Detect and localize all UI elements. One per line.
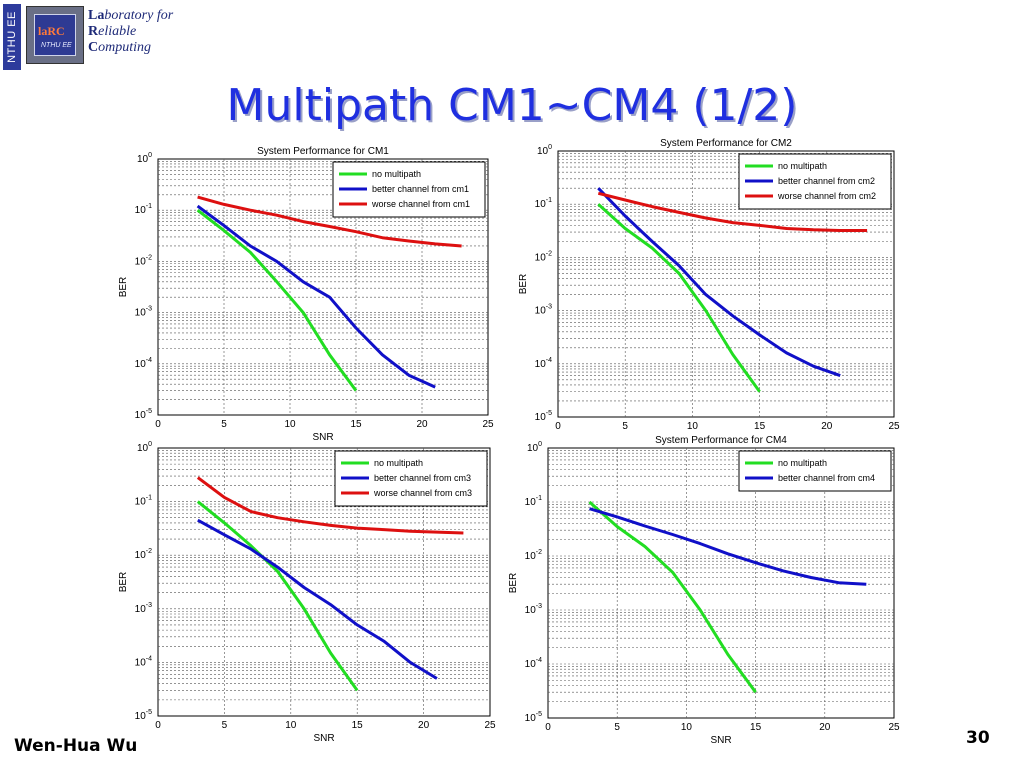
x-axis-label: SNR: [313, 733, 334, 744]
series-line: [597, 187, 841, 378]
series-line: [196, 476, 464, 535]
chart-title: System Performance for CM2: [660, 138, 792, 149]
x-tick-label: 10: [284, 419, 296, 430]
lab-name-line-1: Laboratory for: [88, 8, 174, 23]
x-tick-label: 15: [350, 419, 362, 430]
y-tick-label: 10-3: [135, 306, 152, 319]
logo-chip-subtext: NTHU EE: [41, 42, 72, 49]
legend-label: worse channel from cm2: [777, 191, 876, 201]
side-tab-label: NTHU EE: [6, 11, 18, 63]
series-line: [196, 204, 436, 389]
y-tick-label: 10-4: [135, 357, 152, 370]
legend-label: no multipath: [374, 458, 423, 468]
legend-label: no multipath: [372, 169, 421, 179]
y-tick-label: 10-3: [135, 602, 152, 615]
x-tick-label: 15: [352, 720, 364, 731]
legend-label: worse channel from cm1: [371, 199, 470, 209]
x-tick-label: 20: [819, 722, 831, 733]
legend-label: better channel from cm4: [778, 473, 875, 483]
x-tick-label: 10: [285, 720, 297, 731]
x-axis-label: SNR: [710, 735, 731, 746]
legend-label: no multipath: [778, 458, 827, 468]
legend-label: better channel from cm3: [374, 473, 471, 483]
logo-chip-text: laRC: [38, 24, 65, 38]
y-tick-label: 10-2: [525, 549, 542, 562]
x-tick-label: 20: [416, 419, 428, 430]
larc-logo: laRC NTHU EE: [26, 6, 84, 64]
legend-label: better channel from cm2: [778, 176, 875, 186]
page-number: 30: [966, 728, 990, 748]
x-tick-label: 20: [821, 421, 833, 432]
series-line: [197, 518, 438, 680]
y-tick-label: 100: [137, 441, 152, 454]
x-tick-label: 5: [614, 722, 620, 733]
y-tick-label: 10-1: [135, 203, 152, 216]
x-tick-label: 10: [681, 722, 693, 733]
y-axis-label: BER: [508, 573, 519, 594]
x-tick-label: 25: [482, 419, 494, 430]
legend-label: better channel from cm1: [372, 184, 469, 194]
y-tick-label: 10-2: [535, 250, 552, 263]
x-tick-label: 25: [888, 722, 900, 733]
y-tick-label: 10-1: [535, 197, 552, 210]
x-tick-label: 25: [888, 421, 900, 432]
logo-chip-core: laRC NTHU EE: [34, 14, 76, 56]
nthu-ee-side-tab: NTHU EE: [3, 4, 21, 70]
chart-cm4: 0 5 10 15 20 25 10-5 10-4 10-3 10-2 10-1 100 System …: [508, 435, 900, 746]
chart-title: System Performance for CM4: [655, 435, 787, 446]
x-tick-label: 5: [622, 421, 628, 432]
series-line: [196, 500, 359, 692]
series-line: [589, 507, 867, 586]
lab-name-line-3: Computing: [88, 40, 152, 55]
y-tick-label: 10-2: [135, 254, 152, 267]
x-tick-label: 5: [221, 419, 227, 430]
series-line: [196, 209, 358, 392]
y-tick-label: 10-3: [535, 304, 552, 317]
x-tick-label: 15: [754, 421, 766, 432]
y-tick-label: 10-1: [135, 495, 152, 508]
y-tick-label: 100: [527, 441, 542, 454]
chart-cm1: 0 5 10 15 20 25 10-5 10-4 10-3 10-2 10-1 100 System …: [118, 146, 494, 443]
y-tick-label: 100: [137, 152, 152, 165]
slide-title: Multipath CM1~CM4 (1/2): [226, 80, 798, 131]
y-axis-label: BER: [118, 277, 129, 298]
x-tick-label: 10: [687, 421, 699, 432]
series-line: [197, 195, 462, 248]
x-axis-label: SNR: [312, 432, 333, 443]
author-name: Wen-Hua Wu: [14, 736, 138, 756]
lab-name-line-2: Reliable: [88, 24, 137, 39]
series-line: [597, 191, 868, 232]
chart-title: System Performance for CM1: [257, 146, 389, 157]
x-tick-label: 25: [484, 720, 496, 731]
x-tick-label: 20: [418, 720, 430, 731]
y-axis-label: BER: [118, 572, 129, 593]
lab-name: Laboratory for Reliable Computing: [88, 8, 173, 56]
x-tick-label: 0: [155, 419, 161, 430]
y-tick-label: 10-5: [135, 709, 152, 722]
chart-cm2: 0 5 10 15 20 25 10-5 10-4 10-3 10-2 10-1 100 System …: [518, 138, 900, 432]
y-tick-label: 10-2: [135, 548, 152, 561]
y-axis-label: BER: [518, 274, 529, 295]
y-tick-label: 10-1: [525, 495, 542, 508]
x-tick-label: 0: [555, 421, 561, 432]
y-tick-label: 10-5: [535, 410, 552, 423]
x-tick-label: 0: [545, 722, 551, 733]
x-tick-label: 5: [222, 720, 228, 731]
y-tick-label: 10-3: [525, 603, 542, 616]
legend-label: worse channel from cm3: [373, 488, 472, 498]
x-tick-label: 15: [750, 722, 762, 733]
legend-box: [738, 450, 892, 492]
y-tick-label: 10-5: [525, 711, 542, 724]
y-tick-label: 10-4: [525, 657, 542, 670]
series-line: [588, 500, 757, 694]
chart-cm3: 0 5 10 15 20 25 10-5 10-4 10-3 10-2 10-1 100 SNR BER n…: [118, 441, 496, 744]
y-tick-label: 100: [537, 144, 552, 157]
y-tick-label: 10-4: [535, 357, 552, 370]
series-line: [597, 203, 761, 393]
y-tick-label: 10-5: [135, 408, 152, 421]
legend-label: no multipath: [778, 161, 827, 171]
y-tick-label: 10-4: [135, 655, 152, 668]
x-tick-label: 0: [155, 720, 161, 731]
